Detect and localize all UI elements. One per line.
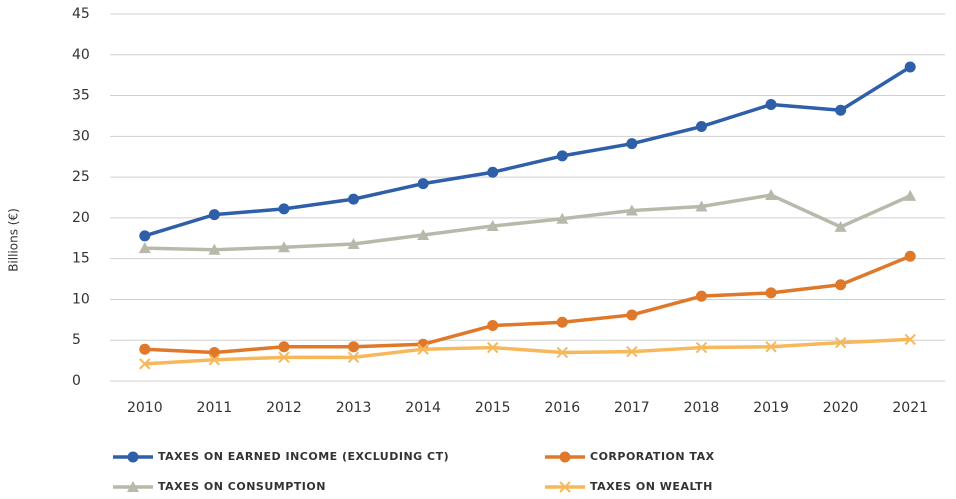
legend-marker (127, 451, 139, 463)
data-point (904, 250, 916, 262)
legend-marker (127, 481, 139, 492)
y-tick-label: 45 (72, 6, 90, 22)
data-point (695, 290, 707, 302)
y-tick-label: 10 (72, 291, 90, 307)
data-point (626, 309, 638, 321)
legend-label: TAXES ON WEALTH (590, 480, 713, 493)
data-point (487, 320, 499, 332)
data-point (625, 204, 638, 216)
data-point (487, 341, 499, 354)
data-point (556, 212, 569, 224)
legend-label: TAXES ON CONSUMPTION (158, 480, 326, 493)
data-point (835, 279, 847, 291)
x-tick-label: 2012 (266, 400, 302, 416)
x-tick-label: 2021 (892, 400, 928, 416)
data-point (765, 287, 777, 299)
x-tick-label: 2017 (614, 400, 650, 416)
data-point (208, 209, 220, 221)
data-point (626, 138, 638, 150)
legend-label: TAXES ON EARNED INCOME (EXCLUDING CT) (158, 450, 449, 463)
data-point (765, 341, 777, 353)
data-point (139, 343, 151, 355)
y-tick-label: 25 (72, 169, 90, 185)
data-point (835, 104, 847, 116)
data-point (139, 230, 151, 242)
data-point (695, 341, 708, 354)
data-point (348, 341, 360, 353)
data-point (556, 150, 568, 162)
data-point (139, 358, 151, 370)
series-line (144, 337, 911, 366)
y-tick-label: 20 (72, 210, 90, 226)
data-point (208, 243, 221, 255)
x-tick-label: 2019 (753, 400, 789, 416)
data-point (556, 316, 568, 328)
data-point (417, 343, 429, 355)
data-point (138, 242, 151, 254)
data-point (278, 203, 290, 215)
data-point (834, 220, 847, 232)
series-line (144, 65, 912, 238)
legend-marker (559, 451, 571, 463)
data-point (278, 351, 290, 364)
y-tick-label: 15 (72, 251, 90, 267)
data-point (417, 178, 429, 190)
y-tick-label: 5 (72, 332, 81, 348)
data-point (904, 189, 917, 201)
y-axis-label: Billions (€) (7, 208, 21, 272)
data-point (904, 61, 916, 73)
data-point (834, 336, 847, 349)
y-tick-label: 0 (72, 373, 81, 389)
data-point (208, 346, 220, 358)
x-tick-label: 2013 (336, 400, 372, 416)
data-point (208, 354, 221, 366)
data-point (487, 166, 499, 178)
x-tick-label: 2011 (197, 400, 233, 416)
data-point (486, 220, 499, 232)
y-tick-label: 40 (72, 47, 90, 63)
x-tick-label: 2020 (823, 400, 859, 416)
legend-label: CORPORATION TAX (590, 450, 715, 463)
y-tick-label: 35 (72, 88, 90, 104)
x-tick-label: 2018 (684, 400, 720, 416)
data-point (347, 237, 360, 249)
data-point (695, 200, 708, 212)
data-point (347, 351, 360, 364)
x-tick-label: 2010 (127, 400, 163, 416)
x-tick-label: 2015 (475, 400, 511, 416)
series-line (144, 254, 911, 355)
data-point (765, 189, 778, 201)
data-point (556, 346, 568, 359)
data-point (278, 341, 290, 353)
y-tick-label: 30 (72, 128, 90, 144)
legend-marker (559, 481, 571, 493)
x-tick-label: 2014 (405, 400, 441, 416)
data-point (348, 193, 360, 205)
data-point (626, 345, 638, 358)
data-point (904, 333, 916, 346)
data-point (765, 99, 777, 111)
data-point (417, 229, 430, 241)
data-point (695, 121, 707, 133)
data-point (277, 241, 290, 253)
x-tick-label: 2016 (544, 400, 580, 416)
series-line (144, 193, 911, 252)
